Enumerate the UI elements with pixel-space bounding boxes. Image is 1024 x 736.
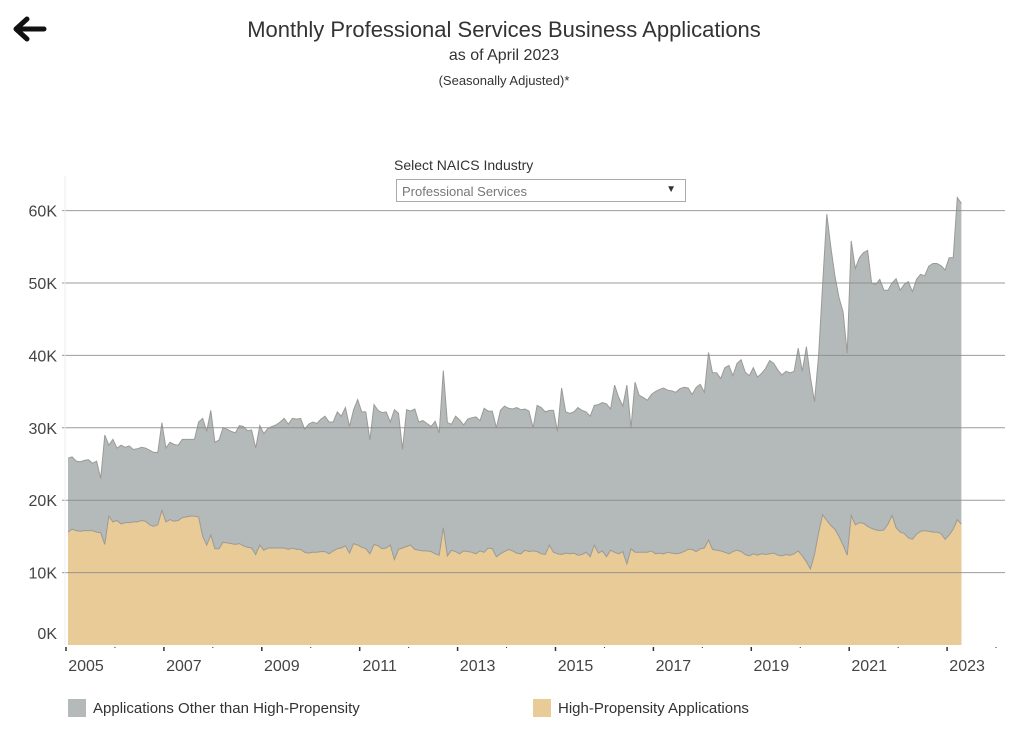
legend-item-high-propensity: High-Propensity Applications bbox=[533, 699, 749, 717]
triangle-down-icon: ▼ bbox=[666, 184, 676, 195]
chart-note: (Seasonally Adjusted)* bbox=[438, 73, 570, 88]
y-tick-label: 0K bbox=[37, 626, 57, 643]
y-tick-label: 60K bbox=[29, 204, 58, 221]
x-tick-label: 2023 bbox=[949, 658, 985, 675]
legend-label-high-propensity: High-Propensity Applications bbox=[558, 699, 749, 717]
back-button[interactable] bbox=[10, 14, 48, 44]
industry-filter-label: Select NAICS Industry bbox=[394, 157, 534, 173]
x-tick-label: 2009 bbox=[264, 658, 300, 675]
legend-swatch-high-propensity bbox=[533, 699, 551, 717]
legend-swatch-other bbox=[68, 699, 86, 717]
legend-item-other: Applications Other than High-Propensity bbox=[68, 699, 360, 717]
line-total bbox=[67, 196, 962, 479]
x-tick-label: 2007 bbox=[166, 658, 202, 675]
x-tick-label: 2005 bbox=[68, 658, 104, 675]
x-tick-label: 2021 bbox=[851, 658, 887, 675]
chart-subtitle: as of April 2023 bbox=[448, 47, 560, 64]
legend-label-other: Applications Other than High-Propensity bbox=[93, 699, 360, 717]
industry-dropdown-value: Professional Services bbox=[402, 184, 527, 199]
x-tick-label: 2011 bbox=[362, 658, 397, 675]
x-tick-label: 2017 bbox=[656, 658, 692, 675]
y-tick-label: 20K bbox=[29, 493, 58, 510]
industry-dropdown[interactable]: Professional Services ▼ bbox=[396, 179, 686, 202]
y-tick-label: 30K bbox=[29, 421, 58, 438]
chart-title: Monthly Professional Services Business A… bbox=[247, 17, 761, 42]
line-high-propensity bbox=[67, 508, 962, 571]
x-tick-label: 2015 bbox=[558, 658, 594, 675]
area-high-propensity bbox=[68, 510, 962, 645]
y-tick-label: 10K bbox=[29, 566, 58, 583]
x-tick-label: 2013 bbox=[460, 658, 496, 675]
arrow-left-icon bbox=[13, 16, 47, 42]
area-other bbox=[68, 197, 962, 645]
y-tick-label: 50K bbox=[29, 276, 58, 293]
x-tick-label: 2019 bbox=[754, 658, 790, 675]
y-tick-label: 40K bbox=[29, 348, 58, 365]
